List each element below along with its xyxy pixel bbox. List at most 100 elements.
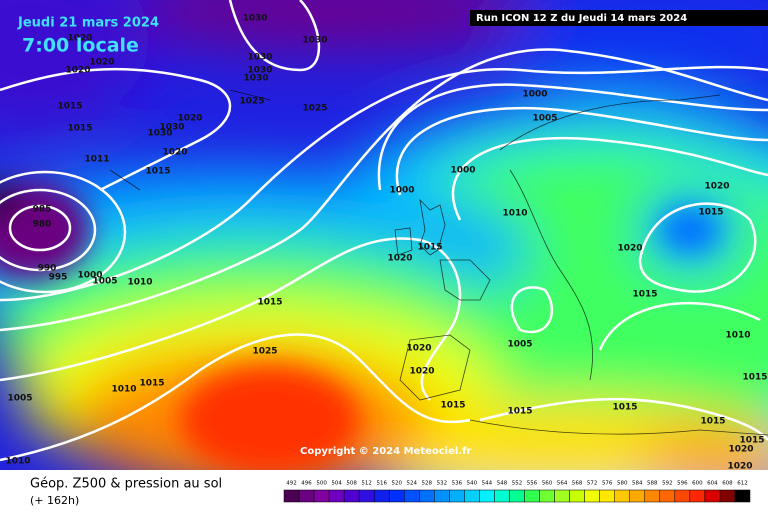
isobar-label: 1020: [409, 367, 434, 377]
isobar-label: 1015: [145, 167, 170, 177]
legend-label: 588: [647, 481, 658, 487]
legend-swatch: [509, 489, 525, 503]
isobar-label: 1010: [725, 331, 750, 341]
legend-swatch: [479, 489, 495, 503]
isobar-label: 1005: [532, 114, 557, 124]
legend-swatch: [734, 489, 751, 503]
legend-swatch: [689, 489, 706, 503]
legend-label: 524: [407, 481, 418, 487]
isobar-label: 1005: [7, 394, 32, 404]
legend-label: 512: [361, 481, 372, 487]
isobar-label: 990: [38, 264, 57, 274]
legend-label: 548: [497, 481, 508, 487]
isobar-label: 1025: [252, 347, 277, 357]
legend-label: 576: [602, 481, 613, 487]
isobar-label: 1015: [739, 436, 764, 446]
isobar-label: 1020: [617, 244, 642, 254]
isobar-label: 1030: [247, 53, 272, 63]
isobar-label: 1015: [612, 403, 637, 413]
legend-swatch: [539, 489, 555, 503]
legend-swatch: [569, 489, 585, 503]
isobar-label: 1020: [406, 344, 431, 354]
legend-label: 544: [482, 481, 493, 487]
isobar-label: 1020: [727, 462, 752, 472]
legend-swatch: [434, 489, 450, 503]
legend-swatch: [313, 489, 330, 503]
legend-swatch: [494, 489, 510, 503]
legend-label: 612: [737, 481, 748, 487]
isobar-label: 1030: [302, 36, 327, 46]
run-info: Run ICON 12 Z du Jeudi 14 mars 2024: [476, 13, 687, 24]
copyright: Copyright © 2024 Meteociel.fr: [300, 446, 471, 457]
isobar-label: 1000: [522, 90, 547, 100]
isobar-label: 1010: [127, 278, 152, 288]
footer-title: Géop. Z500 & pression au sol: [30, 477, 222, 492]
legend-swatch: [614, 489, 630, 503]
legend-label: 608: [722, 481, 733, 487]
legend-swatch: [644, 489, 661, 503]
legend-label: 532: [437, 481, 448, 487]
legend-label: 500: [316, 481, 327, 487]
legend-label: 600: [692, 481, 703, 487]
isobar-label: 1030: [247, 66, 272, 76]
legend-swatch: [358, 489, 375, 503]
isobar-label: 1000: [389, 186, 414, 196]
legend-swatch: [419, 489, 435, 503]
isobar-label: 1005: [507, 340, 532, 350]
legend-swatch: [449, 489, 465, 503]
isobar-label: 1015: [440, 401, 465, 411]
isobar-labels: 1020102010201030103010301030103010251025…: [5, 14, 767, 472]
legend-label: 508: [346, 481, 357, 487]
legend-label: 596: [677, 481, 688, 487]
isobar-label: 1015: [632, 290, 657, 300]
isobar-label: 1010: [111, 385, 136, 395]
legend-label: 496: [301, 481, 312, 487]
isobar-label: 1015: [257, 298, 282, 308]
legend-label: 516: [376, 481, 387, 487]
legend-label: 564: [557, 481, 568, 487]
forecast-date: Jeudi 21 mars 2024: [17, 16, 159, 31]
legend-swatch: [704, 489, 721, 503]
isobar-label: 1000: [77, 271, 102, 281]
legend-label: 540: [467, 481, 478, 487]
legend-swatch: [388, 489, 405, 503]
isobar-label: 1030: [243, 74, 268, 84]
isobar-label: 1020: [387, 254, 412, 264]
isobar-label: 1015: [417, 243, 442, 253]
isobar-label: 1015: [742, 373, 767, 383]
isobar-label: 1000: [450, 166, 475, 176]
footer-subtitle: (+ 162h): [30, 494, 79, 507]
legend-label: 556: [527, 481, 538, 487]
isobar-label: 1010: [502, 209, 527, 219]
isobar-label: 1025: [239, 97, 264, 107]
legend-label: 528: [422, 481, 433, 487]
legend-swatch: [554, 489, 570, 503]
isobar-label: 1015: [139, 379, 164, 389]
legend-label: 552: [512, 481, 523, 487]
isobar-label: 1030: [147, 129, 172, 139]
legend-label: 580: [617, 481, 628, 487]
legend-swatch: [659, 489, 676, 503]
isobar-label: 1020: [728, 445, 753, 455]
legend-swatch: [328, 489, 345, 503]
forecast-time: 7:00 locale: [22, 35, 139, 57]
legend-swatch: [584, 489, 600, 503]
legend-label: 572: [587, 481, 598, 487]
isobar-label: 1020: [89, 58, 114, 68]
legend-label: 560: [542, 481, 553, 487]
legend-swatch: [404, 489, 420, 503]
isobar-label: 1015: [507, 407, 532, 417]
isobar-label: 1005: [92, 277, 117, 287]
legend-label: 568: [572, 481, 583, 487]
legend-swatch: [719, 489, 736, 503]
color-legend: 492 496 500 504 508 512 516 520 524 528 532 536 540 5…: [283, 481, 751, 503]
isobar-label: 1020: [67, 34, 92, 44]
legend-label: 504: [331, 481, 342, 487]
legend-label: 520: [391, 481, 402, 487]
isobar-label: 1020: [177, 114, 202, 124]
legend-swatch: [674, 489, 691, 503]
run-box: [470, 10, 768, 26]
isobar-label: 1020: [65, 66, 90, 76]
